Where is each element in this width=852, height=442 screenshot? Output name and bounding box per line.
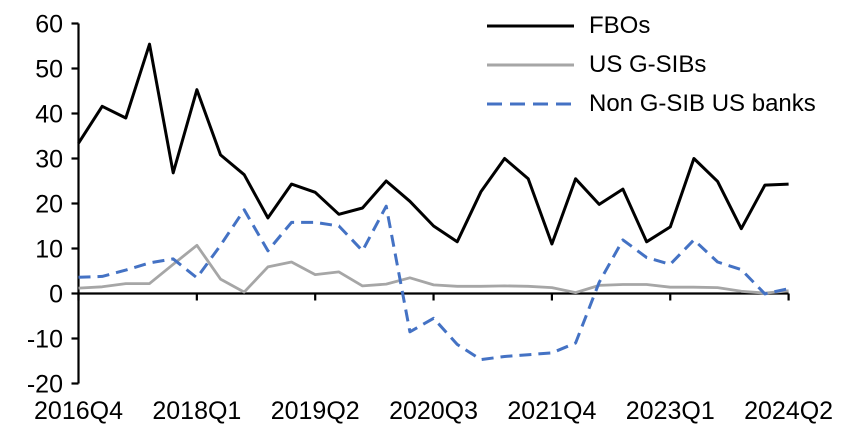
legend-item-non-gsib: Non G-SIB US banks [487,84,827,123]
fbos-line [77,42,789,246]
legend-item-fbos: FBOs [487,6,827,45]
us-gsibs-line [78,243,789,295]
x-tick-label: 2019Q2 [271,397,360,425]
x-tick-label: 2020Q3 [389,397,478,425]
y-tick-label: 60 [35,11,63,39]
non-gsib-line-sample [487,100,574,108]
legend-label-fbos: FBOs [589,11,651,39]
y-tick-label: -20 [27,371,63,399]
x-tick-label: 2023Q1 [626,397,715,425]
y-tick-label: -10 [27,326,63,354]
us-gsibs-line-sample [487,61,574,69]
x-tick-label: 2021Q4 [507,397,596,425]
x-tick-label: 2018Q1 [152,397,241,425]
legend: FBOs US G-SIBs Non G-SIB US banks [487,6,827,123]
y-tick-label: 10 [35,236,63,264]
legend-label-us-gsibs: US G-SIBs [589,50,707,78]
y-tick-label: 20 [35,191,63,219]
y-tick-label: 30 [35,146,63,174]
y-tick-label: 50 [35,56,63,84]
non-gsib-line [78,204,789,362]
fbos-line-sample [487,22,574,30]
legend-label-non-gsib: Non G-SIB US banks [589,89,816,117]
y-tick-label: 0 [49,281,63,309]
x-tick-label: 2024Q2 [744,397,833,425]
legend-item-us-gsibs: US G-SIBs [487,45,827,84]
x-tick-label: 2016Q4 [34,397,123,425]
y-tick-label: 40 [35,101,63,129]
